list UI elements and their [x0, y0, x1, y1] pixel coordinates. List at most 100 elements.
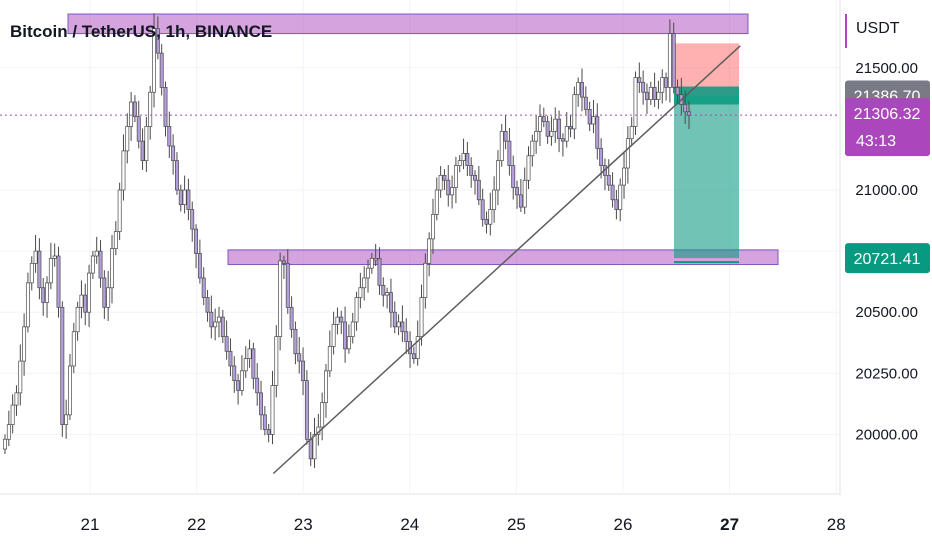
candle [87, 264, 92, 328]
candle [41, 277, 46, 316]
candle [362, 266, 367, 301]
candle [667, 19, 672, 103]
candle [488, 192, 493, 236]
candle-body [155, 28, 160, 54]
candle [507, 127, 512, 176]
candle [331, 311, 336, 355]
support-zone[interactable] [227, 249, 779, 266]
candle-body [102, 277, 107, 308]
candle [121, 134, 126, 201]
candle-body [343, 321, 348, 350]
candle [637, 62, 642, 93]
candle-body [427, 238, 432, 264]
candle [664, 72, 669, 101]
candle-body [304, 380, 309, 440]
price-badge-bg [845, 98, 930, 157]
candle-body [339, 316, 344, 323]
candle [163, 81, 168, 137]
candle-body [6, 424, 11, 440]
candle [98, 240, 103, 288]
candle [423, 253, 428, 309]
candle [60, 301, 65, 437]
candle [22, 313, 27, 376]
candle [68, 353, 72, 420]
candle [308, 431, 313, 467]
candle-body [515, 187, 519, 196]
candle-body [377, 258, 382, 286]
candle-body [667, 33, 672, 88]
candle [48, 242, 53, 290]
candle [541, 107, 546, 128]
candle [576, 77, 581, 107]
candle [262, 406, 267, 436]
candle-body [217, 316, 221, 323]
candle-body [205, 297, 210, 313]
candle [660, 69, 665, 104]
candle [90, 250, 95, 279]
candle-body [45, 282, 49, 303]
candle [339, 310, 344, 334]
trendline[interactable] [272, 45, 741, 475]
candle-body [243, 358, 248, 372]
candle [175, 152, 179, 195]
candle-body [331, 324, 336, 347]
price-badge[interactable]: 20721.41 [845, 243, 930, 274]
candle-body [492, 189, 497, 210]
resistance-zone[interactable] [67, 13, 749, 35]
candle-body [25, 282, 30, 328]
candle [94, 236, 99, 264]
candle-body [431, 214, 435, 240]
candle [327, 330, 332, 377]
candle-body [652, 87, 657, 100]
candle-body [71, 331, 76, 367]
candle-body [327, 346, 332, 372]
candle [549, 116, 554, 146]
candle-body [534, 130, 539, 142]
candle [228, 338, 233, 377]
candle-body [259, 392, 263, 416]
candle [614, 190, 619, 220]
candle-body [591, 116, 596, 125]
candle-body [224, 336, 229, 352]
candle-body [148, 91, 153, 127]
candle [304, 370, 309, 445]
candle-body [503, 130, 508, 142]
take-profit-zone[interactable] [674, 95, 739, 259]
candle [476, 166, 481, 206]
chart-title: Bitcoin / TetherUS, 1h, BINANCE [10, 22, 273, 41]
candle [255, 363, 260, 406]
candle-body [549, 130, 554, 137]
candle [201, 267, 206, 306]
candle-body [56, 255, 61, 308]
candle [656, 80, 661, 109]
candle-body [396, 321, 401, 328]
candle [450, 175, 455, 209]
candle [511, 155, 516, 200]
candle [633, 71, 638, 136]
candle-body [182, 189, 187, 206]
candle-body [266, 429, 271, 435]
candle [358, 272, 363, 309]
candle-body [362, 277, 367, 289]
candle-body [564, 126, 569, 142]
candle [14, 385, 19, 416]
candle-body [18, 360, 23, 394]
candle-body [438, 174, 443, 191]
price-badge[interactable]: 21306.32 43:13 [845, 98, 930, 157]
candle [171, 134, 176, 175]
candle [159, 44, 164, 96]
candle [29, 256, 34, 291]
candle-body [324, 370, 328, 403]
candle [648, 81, 653, 105]
candle [503, 114, 508, 150]
time-tick-label: 24 [400, 515, 419, 534]
candle-body [232, 365, 237, 381]
candle [25, 272, 30, 333]
candle [33, 234, 38, 273]
price-tick-label: 20000.00 [855, 426, 918, 443]
candle [675, 79, 680, 103]
candle-body [595, 116, 600, 149]
candle-body [29, 262, 34, 284]
candle [301, 347, 306, 396]
